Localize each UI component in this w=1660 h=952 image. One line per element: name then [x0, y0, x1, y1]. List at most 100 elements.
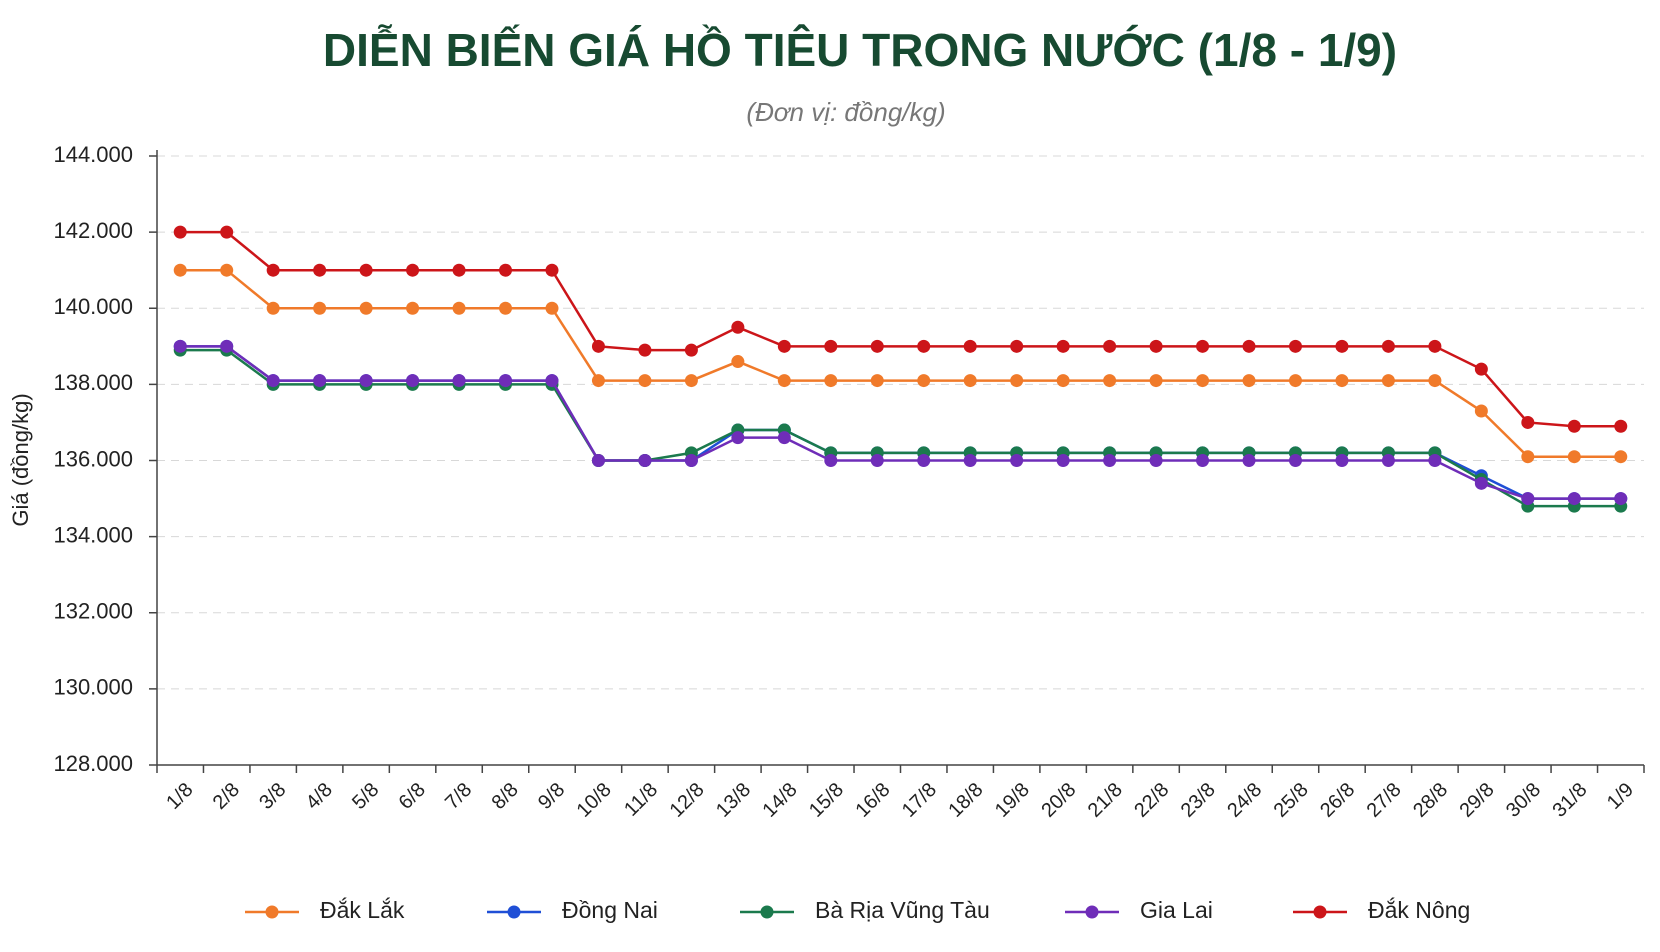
legend-label: Đắk Nông	[1368, 897, 1470, 923]
legend-label: Đồng Nai	[562, 897, 658, 923]
data-point	[220, 225, 234, 239]
data-point	[452, 263, 466, 277]
data-point	[1056, 454, 1070, 467]
series-line	[180, 230, 1621, 428]
data-point	[777, 339, 791, 353]
x-tick-label: 9/8	[534, 779, 569, 814]
legend-marker	[1313, 905, 1327, 919]
data-point	[313, 374, 327, 388]
data-point	[1521, 415, 1535, 429]
data-point	[1196, 454, 1210, 467]
data-point	[1149, 339, 1163, 353]
data-point	[1381, 454, 1395, 467]
data-point	[917, 374, 931, 388]
legend-label: Bà Rịa Vũng Tàu	[815, 897, 990, 923]
y-tick-label: 128.000	[53, 751, 133, 776]
data-point	[1474, 476, 1488, 490]
data-point	[499, 263, 513, 277]
data-point	[266, 374, 280, 388]
x-tick-label: 4/8	[302, 779, 337, 814]
data-point	[1335, 454, 1349, 467]
series-line	[180, 268, 1621, 458]
data-point	[499, 301, 513, 315]
data-point	[1381, 374, 1395, 388]
data-point	[824, 374, 838, 388]
data-point	[359, 301, 373, 315]
series-line	[180, 345, 1621, 500]
x-tick-label: 18/8	[944, 779, 987, 822]
x-tick-label: 13/8	[712, 779, 755, 822]
data-point	[1474, 404, 1488, 418]
legend-label: Gia Lai	[1140, 897, 1213, 923]
data-point	[731, 355, 745, 369]
data-point	[545, 374, 559, 388]
y-axis-label: Giá (đồng/kg)	[8, 393, 33, 526]
data-point	[1428, 339, 1442, 353]
data-point	[638, 454, 652, 467]
y-tick-label: 134.000	[53, 522, 133, 547]
x-tick-label: 7/8	[441, 779, 476, 814]
x-tick-label: 27/8	[1363, 779, 1406, 822]
data-point	[406, 374, 420, 388]
legend-marker	[1085, 905, 1099, 919]
data-point	[1614, 450, 1628, 464]
x-tick-label: 14/8	[759, 779, 802, 822]
data-point	[1288, 454, 1302, 467]
data-point	[591, 454, 605, 467]
data-point	[1196, 374, 1210, 388]
data-point	[1242, 454, 1256, 467]
legend-label: Đắk Lắk	[320, 897, 405, 923]
x-tick-label: 3/8	[255, 779, 290, 814]
legend-marker	[265, 905, 279, 919]
data-point	[917, 454, 931, 467]
data-point	[963, 374, 977, 388]
data-point	[917, 339, 931, 353]
x-tick-label: 6/8	[395, 779, 430, 814]
data-point	[1335, 374, 1349, 388]
data-point	[1428, 454, 1442, 467]
x-tick-label: 1/8	[162, 779, 197, 814]
series-line	[180, 348, 1621, 508]
data-point	[638, 374, 652, 388]
data-point	[1614, 419, 1628, 433]
y-tick-label: 144.000	[53, 142, 133, 167]
x-tick-label: 20/8	[1037, 779, 1080, 822]
data-point	[499, 374, 513, 388]
data-point	[1474, 362, 1488, 376]
data-point	[173, 263, 187, 277]
data-point	[313, 301, 327, 315]
data-point	[406, 301, 420, 315]
data-point	[1614, 492, 1628, 506]
data-point	[963, 339, 977, 353]
data-point	[1010, 339, 1024, 353]
data-point	[1521, 450, 1535, 464]
x-tick-label: 1/9	[1603, 779, 1638, 814]
data-point	[870, 374, 884, 388]
data-point	[777, 374, 791, 388]
data-point	[731, 431, 745, 445]
x-tick-label: 10/8	[573, 779, 616, 822]
data-point	[638, 343, 652, 357]
data-point	[684, 454, 698, 467]
data-point	[1149, 374, 1163, 388]
data-point	[1242, 339, 1256, 353]
data-point	[1428, 374, 1442, 388]
data-point	[1010, 454, 1024, 467]
data-point	[591, 374, 605, 388]
data-point	[359, 374, 373, 388]
data-point	[684, 343, 698, 357]
data-point	[1103, 454, 1117, 467]
x-tick-label: 17/8	[898, 779, 941, 822]
x-tick-label: 24/8	[1223, 779, 1266, 822]
data-point	[777, 431, 791, 445]
y-tick-label: 130.000	[53, 675, 133, 700]
data-point	[684, 374, 698, 388]
data-point	[1056, 339, 1070, 353]
data-point	[313, 263, 327, 277]
legend-marker	[760, 905, 774, 919]
x-tick-label: 5/8	[348, 779, 383, 814]
x-tick-label: 11/8	[620, 779, 662, 821]
data-point	[545, 301, 559, 315]
data-point	[1103, 339, 1117, 353]
